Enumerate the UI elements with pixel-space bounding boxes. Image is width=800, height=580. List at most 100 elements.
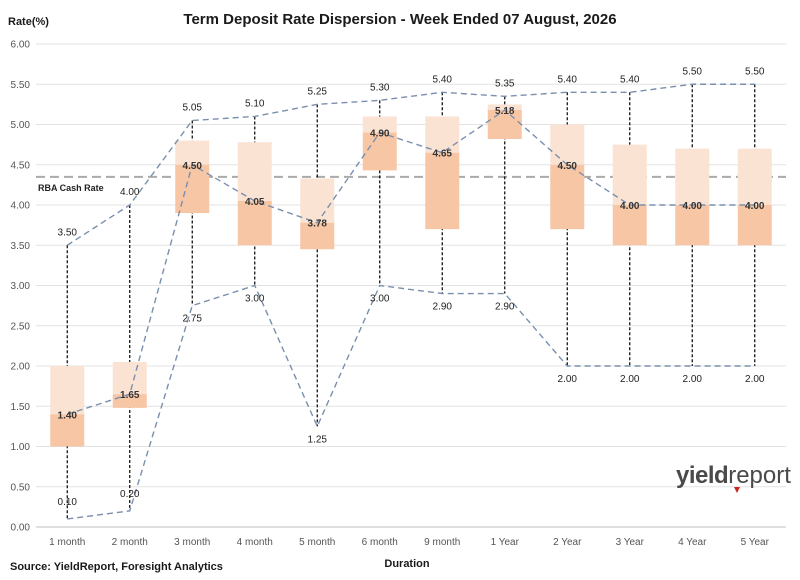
min-label: 3.00 — [370, 294, 390, 305]
y-tick-label: 5.00 — [11, 120, 31, 131]
x-tick-label: 5 Year — [741, 537, 770, 548]
max-trend-line — [66, 83, 755, 246]
max-label: 5.35 — [495, 78, 515, 89]
y-tick-label: 4.00 — [11, 201, 31, 212]
y-tick-label: 3.50 — [11, 241, 31, 252]
x-tick-label: 4 Year — [678, 537, 707, 548]
boxes — [50, 84, 772, 519]
min-trend-line — [67, 284, 755, 520]
y-tick-label: 5.50 — [11, 80, 31, 91]
box-upper — [737, 148, 772, 205]
x-tick-label: 4 month — [237, 537, 273, 548]
median-label: 3.78 — [308, 219, 328, 230]
chart-title: Term Deposit Rate Dispersion - Week Ende… — [183, 11, 616, 28]
median-label: 4.00 — [745, 201, 765, 212]
y-tick-label: 0.50 — [11, 482, 31, 493]
y-tick-label: 4.50 — [11, 160, 31, 171]
x-tick-label: 6 month — [362, 537, 398, 548]
x-tick-label: 3 Year — [616, 537, 645, 548]
box-upper — [112, 361, 147, 395]
median-label: 4.90 — [370, 129, 390, 140]
box-lower — [362, 132, 397, 171]
x-tick-label: 2 Year — [553, 537, 582, 548]
box-lower — [50, 414, 85, 447]
max-label: 5.50 — [745, 66, 765, 77]
min-label: 2.00 — [745, 374, 765, 385]
svg-text:yieldreport: yieldreport — [676, 462, 791, 489]
yieldreport-logo: yieldreport — [676, 462, 791, 493]
y-axis-title: Rate(%) — [8, 16, 49, 28]
min-label: 2.00 — [558, 374, 578, 385]
median-label: 4.05 — [245, 197, 265, 208]
box-lower — [487, 110, 522, 139]
median-label: 1.40 — [58, 410, 78, 421]
min-label: 2.00 — [620, 374, 640, 385]
box-lower — [237, 200, 272, 246]
max-label: 5.10 — [245, 98, 265, 109]
grid — [36, 43, 786, 528]
min-label: 3.00 — [245, 294, 265, 305]
box-lower — [675, 205, 710, 246]
logo-text-bold: yield — [676, 462, 728, 489]
y-tick-labels: 0.00 0.50 1.00 1.50 2.00 2.50 3.00 3.50 4.00 4.50… — [11, 40, 31, 534]
max-label: 5.05 — [183, 102, 203, 113]
median-label: 4.00 — [683, 201, 703, 212]
box-lower — [112, 394, 147, 408]
max-label: 5.40 — [558, 74, 578, 85]
box-upper — [50, 366, 85, 415]
x-tick-label: 1 Year — [491, 537, 520, 548]
max-label: 5.40 — [433, 74, 453, 85]
median-label: 4.00 — [620, 201, 640, 212]
median-label: 1.65 — [120, 390, 140, 401]
x-tick-label: 9 month — [424, 537, 460, 548]
data-labels: 3.50 0.10 1.40 4.00 0.20 1.65 5.05 2.75 4.50 5.10… — [58, 66, 765, 508]
box-upper — [175, 140, 210, 165]
x-tick-label: 2 month — [112, 537, 148, 548]
box-upper — [425, 116, 460, 153]
rba-cash-rate-label: RBA Cash Rate — [38, 183, 104, 193]
logo-text-rest: report — [728, 462, 791, 489]
box-upper — [362, 116, 397, 133]
x-tick-label: 3 month — [174, 537, 210, 548]
source-note: Source: YieldReport, Foresight Analytics — [10, 561, 223, 573]
median-label: 4.50 — [183, 161, 203, 172]
reference-line-group: RBA Cash Rate — [36, 175, 786, 193]
box-upper — [550, 124, 585, 165]
box-upper — [300, 178, 335, 223]
box-upper — [487, 104, 522, 111]
box-lower — [550, 164, 585, 230]
min-label: 0.20 — [120, 489, 140, 500]
max-label: 4.00 — [120, 187, 140, 198]
box-lower — [612, 205, 647, 246]
y-tick-label: 3.00 — [11, 281, 31, 292]
box-upper — [612, 144, 647, 205]
logo-accent-mark — [734, 487, 740, 493]
y-tick-label: 2.00 — [11, 362, 31, 373]
x-tick-label: 5 month — [299, 537, 335, 548]
min-label: 0.10 — [58, 497, 78, 508]
box-upper — [675, 148, 710, 205]
min-label: 1.25 — [308, 434, 328, 445]
max-label: 5.25 — [308, 86, 328, 97]
max-label: 5.30 — [370, 82, 390, 93]
y-tick-label: 1.00 — [11, 442, 31, 453]
x-tick-labels: 1 month 2 month 3 month 4 month 5 month 6 mon… — [49, 537, 769, 548]
max-label: 5.50 — [683, 66, 703, 77]
min-label: 2.90 — [433, 302, 453, 313]
median-trend-line — [67, 109, 755, 415]
trend-lines — [66, 83, 755, 520]
min-label: 2.00 — [683, 374, 703, 385]
median-label: 4.65 — [433, 149, 453, 160]
median-label: 5.18 — [495, 106, 515, 117]
y-tick-label: 0.00 — [11, 523, 31, 534]
y-tick-label: 2.50 — [11, 321, 31, 332]
y-tick-label: 6.00 — [11, 40, 31, 51]
box-lower — [425, 152, 460, 230]
min-label: 2.75 — [183, 314, 203, 325]
max-label: 3.50 — [58, 227, 78, 238]
x-tick-label: 1 month — [49, 537, 85, 548]
x-axis-title: Duration — [384, 558, 430, 570]
box-lower — [300, 222, 335, 250]
y-tick-label: 1.50 — [11, 402, 31, 413]
